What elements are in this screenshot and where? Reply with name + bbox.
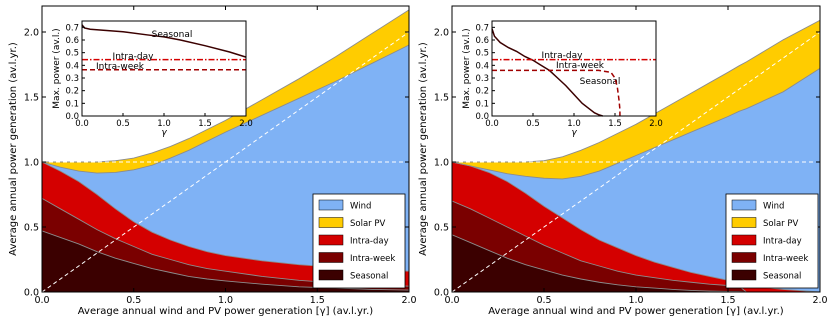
legend-label: Intra-day [350, 237, 389, 247]
inset-line-seasonal [81, 24, 247, 58]
y-tick-label: 2.0 [24, 28, 39, 39]
inset-x-tick-label: 1.0 [567, 119, 581, 129]
x-axis-label: Average annual wind and PV power generat… [488, 306, 783, 317]
inset-y-axis-label: Max. power (av.l.) [52, 28, 62, 108]
y-tick-label: 1.5 [24, 93, 39, 104]
legend-label: Solar PV [350, 219, 385, 229]
inset-y-axis-label: Max. power (av.l.) [462, 28, 472, 108]
y-tick-label: 0.0 [24, 288, 39, 299]
inset-y-tick-label: 0.0 [475, 112, 489, 122]
x-axis-label: Average annual wind and PV power generat… [78, 306, 373, 317]
legend-swatch [318, 269, 344, 281]
inset-x-tick-label: 0.5 [526, 119, 540, 129]
area-intra-week [452, 201, 820, 292]
x-tick-label: 1.5 [310, 295, 325, 306]
legend: Wind Solar PV Intra-day Intra-week Seasonal [725, 193, 819, 289]
inset-y-tick-label: 0.2 [475, 87, 489, 97]
x-tick-label: 0.0 [444, 295, 459, 306]
legend-swatch [731, 217, 757, 228]
x-tick-label: 0.5 [126, 295, 141, 306]
legend: Wind Solar PV Intra-day Intra-week Seasonal [312, 193, 406, 289]
inset-y-tick-label: 0.4 [65, 61, 79, 71]
inset-y-tick-label: 0.4 [475, 61, 489, 71]
inset-x-tick-label: 1.0 [157, 119, 171, 129]
panel-1: 0.0 0.5 1.0 1.5 2.0 0.0 0.5 1.0 1.5 2.0 Average an… [8, 5, 417, 317]
legend-label: Seasonal [763, 272, 801, 282]
inset-y-tick-label: 0.7 [475, 23, 489, 33]
legend-swatch [731, 199, 757, 211]
inset-y-tick-label: 0.7 [65, 23, 79, 33]
legend-label: Intra-day [763, 237, 802, 247]
inset-y-tick-label: 0.1 [475, 99, 489, 109]
legend-swatch [318, 199, 344, 211]
inset-line-intra-week [492, 69, 621, 116]
legend-swatch [318, 217, 344, 228]
inset-y-tick-label: 0.6 [475, 36, 489, 46]
x-tick-label: 0.0 [34, 295, 49, 306]
x-tick-label: 1.5 [720, 295, 735, 306]
y-tick-label: 1.5 [434, 93, 449, 104]
y-axis-label: Average annual power generation (av.l.yr… [418, 42, 429, 256]
legend-label: Solar PV [763, 219, 798, 229]
inset-y-tick-label: 0.5 [65, 49, 79, 59]
legend-swatch [731, 234, 757, 246]
boundary-wind [42, 44, 409, 174]
reference-line-diagonal [42, 31, 409, 292]
y-tick-label: 1.0 [434, 158, 449, 169]
inset-y-tick-label: 0.5 [475, 49, 489, 59]
inset-series-label: Intra-week [96, 62, 145, 72]
y-tick-label: 1.0 [24, 158, 39, 169]
inset-y-tick-label: 0.3 [65, 74, 79, 84]
legend-swatch [318, 252, 344, 263]
legend-label: Intra-week [763, 254, 808, 264]
inset-series-label: Intra-day [113, 52, 155, 62]
inset-background [492, 21, 656, 116]
inset-series-label: Intra-week [556, 61, 605, 71]
legend-label: Wind [763, 202, 784, 212]
x-tick-label: 2.0 [812, 295, 827, 306]
inset-y-tick-label: 0.3 [475, 74, 489, 84]
legend-label: Wind [350, 202, 371, 212]
inset-y-tick-label: 0.1 [65, 99, 79, 109]
inset-x-tick-label: 0.0 [75, 119, 89, 129]
legend-swatch [731, 269, 757, 281]
x-tick-label: 1.0 [628, 295, 643, 306]
x-tick-label: 1.0 [218, 295, 233, 306]
inset-x-axis-label: γ [161, 128, 167, 138]
x-tick-label: 2.0 [401, 295, 416, 306]
boundary-wind [452, 68, 820, 180]
inset-x-tick-label: 0.5 [116, 119, 130, 129]
inset-x-tick-label: 1.5 [198, 119, 212, 129]
inset-y-tick-label: 0.0 [65, 112, 79, 122]
inset-x-tick-label: 0.0 [485, 119, 499, 129]
inset-x-tick-label: 1.5 [608, 119, 622, 129]
area-seasonal [42, 230, 409, 292]
legend-label: Intra-week [350, 254, 395, 264]
area-seasonal [452, 234, 820, 292]
y-axis-label: Average annual power generation (av.l.yr… [8, 42, 19, 256]
y-tick-label: 0.5 [434, 223, 449, 234]
x-tick-label: 0.5 [536, 295, 551, 306]
inset-x-tick-label: 2.0 [649, 119, 663, 129]
y-tick-label: 2.0 [434, 28, 449, 39]
legend-swatch [318, 234, 344, 246]
panel-2: 0.0 0.5 1.0 1.5 2.0 0.0 0.5 1.0 1.5 2.0 Average an… [418, 5, 828, 317]
inset-x-tick-label: 2.0 [239, 119, 253, 129]
inset-series-label: Intra-day [542, 51, 584, 61]
inset-y-tick-label: 0.6 [65, 36, 79, 46]
y-tick-label: 0.0 [434, 288, 449, 299]
reference-line-diagonal [452, 31, 820, 292]
inset-x-axis-label: γ [571, 128, 577, 138]
y-tick-label: 0.5 [24, 223, 39, 234]
legend-swatch [731, 252, 757, 263]
legend-label: Seasonal [350, 272, 388, 282]
inset-series-label: Seasonal [152, 30, 193, 40]
inset-series-label: Seasonal [580, 77, 621, 87]
inset-y-tick-label: 0.2 [65, 87, 79, 97]
